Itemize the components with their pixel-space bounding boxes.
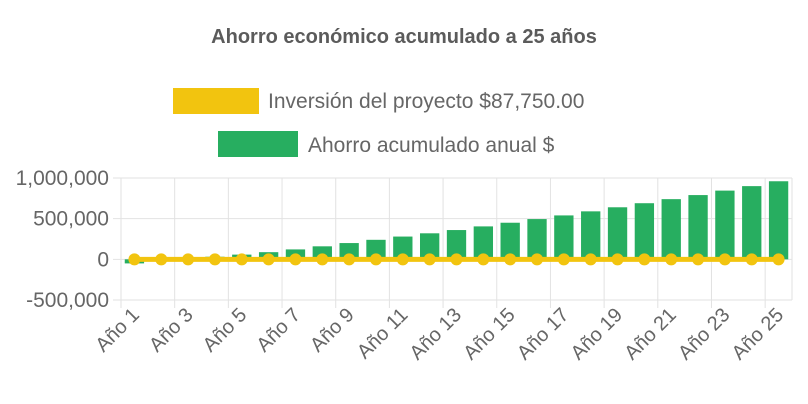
bar[interactable]	[581, 211, 601, 260]
x-tick-label: Año 11	[353, 304, 412, 363]
x-tick-label: Año 7	[252, 304, 305, 357]
legend-item-investment[interactable]: Inversión del proyecto $87,750.00	[173, 88, 584, 114]
x-tick-label: Año 19	[567, 304, 627, 364]
data-point[interactable]	[477, 253, 490, 266]
data-point[interactable]	[772, 253, 785, 266]
data-point[interactable]	[262, 253, 275, 266]
bar[interactable]	[634, 203, 655, 260]
x-tick-label: Año 17	[513, 304, 573, 364]
bar[interactable]	[446, 230, 467, 260]
bar[interactable]	[473, 226, 494, 260]
legend: Inversión del proyecto $87,750.00 Ahorro…	[173, 88, 584, 157]
legend-label-savings: Ahorro acumulado anual $	[308, 134, 555, 157]
bar[interactable]	[419, 233, 440, 260]
chart-title: Ahorro económico acumulado a 25 años	[211, 26, 597, 48]
data-point[interactable]	[343, 253, 356, 266]
data-point[interactable]	[692, 253, 705, 266]
y-tick-label: 500,000	[33, 208, 109, 231]
bar[interactable]	[339, 243, 359, 260]
bar[interactable]	[607, 207, 628, 260]
x-tick-label: Año 23	[674, 304, 734, 364]
bar[interactable]	[366, 239, 386, 260]
x-tick-label: Año 13	[406, 304, 466, 364]
data-point[interactable]	[423, 253, 436, 266]
bar[interactable]	[500, 222, 520, 260]
data-point[interactable]	[745, 253, 758, 266]
y-tick-label: 1,000,000	[16, 167, 109, 190]
bar[interactable]	[742, 186, 762, 260]
legend-label-investment: Inversión del proyecto $87,750.00	[268, 90, 584, 113]
x-tick-label: Año 21	[620, 304, 680, 364]
data-point[interactable]	[611, 253, 624, 266]
bar[interactable]	[688, 195, 708, 260]
legend-item-savings[interactable]: Ahorro acumulado anual $	[218, 131, 555, 157]
data-point[interactable]	[155, 253, 168, 266]
x-tick-label: Año 5	[199, 304, 252, 357]
x-tick-label: Año 15	[459, 304, 519, 364]
x-tick-label: Año 9	[306, 304, 359, 357]
data-point[interactable]	[584, 253, 597, 266]
legend-swatch-savings	[218, 131, 298, 157]
data-point[interactable]	[450, 253, 463, 266]
bar[interactable]	[527, 219, 547, 260]
data-point[interactable]	[557, 253, 570, 266]
bar[interactable]	[661, 199, 681, 260]
data-point[interactable]	[316, 253, 329, 266]
data-point[interactable]	[665, 253, 678, 266]
bar[interactable]	[393, 236, 413, 260]
data-point[interactable]	[504, 253, 517, 266]
data-point[interactable]	[396, 253, 409, 266]
data-point[interactable]	[208, 253, 221, 266]
data-point[interactable]	[182, 253, 195, 266]
bar[interactable]	[554, 215, 574, 260]
data-point[interactable]	[128, 253, 141, 266]
data-point[interactable]	[531, 253, 544, 266]
bar[interactable]	[715, 190, 735, 260]
data-point[interactable]	[369, 253, 382, 266]
y-tick-label: -500,000	[26, 289, 109, 312]
x-tick-label: Año 3	[145, 304, 198, 357]
bar[interactable]	[768, 181, 789, 260]
x-tick-label: Año 25	[728, 304, 788, 364]
data-point[interactable]	[638, 253, 651, 266]
data-point[interactable]	[718, 253, 731, 266]
data-point[interactable]	[235, 253, 248, 266]
legend-swatch-investment	[173, 88, 259, 114]
y-tick-label: 0	[97, 248, 109, 271]
data-point[interactable]	[289, 253, 302, 266]
